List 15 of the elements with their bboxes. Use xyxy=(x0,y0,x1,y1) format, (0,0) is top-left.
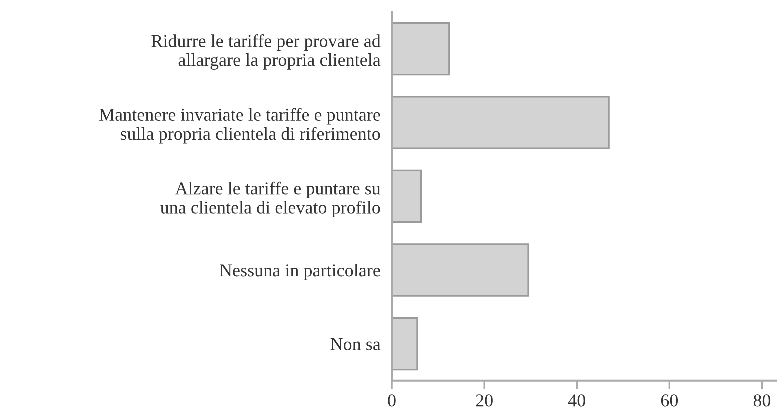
x-tick-label: 40 xyxy=(568,394,586,407)
y-tick-label: Nessuna in particolare xyxy=(220,264,380,280)
y-tick-label: Ridurre le tariffe per provare ad allargare la propria clientela xyxy=(152,34,381,70)
x-tick-label: 20 xyxy=(476,394,493,407)
x-tick-label: 80 xyxy=(754,394,771,407)
x-tick-label: 60 xyxy=(661,394,678,407)
y-tick-label: Mantenere invariate le tariffe e puntare sulla propria clientela di riferimento xyxy=(100,108,380,144)
bar xyxy=(392,317,418,371)
bar xyxy=(392,22,450,76)
bar xyxy=(392,170,422,224)
bar xyxy=(392,244,530,297)
x-tick-label: 0 xyxy=(388,394,396,407)
y-tick-label: Non sa xyxy=(330,338,381,350)
bar xyxy=(392,96,610,150)
y-tick-label: Alzare le tariffe e puntare su una clientela di elevato profilo xyxy=(160,182,381,218)
